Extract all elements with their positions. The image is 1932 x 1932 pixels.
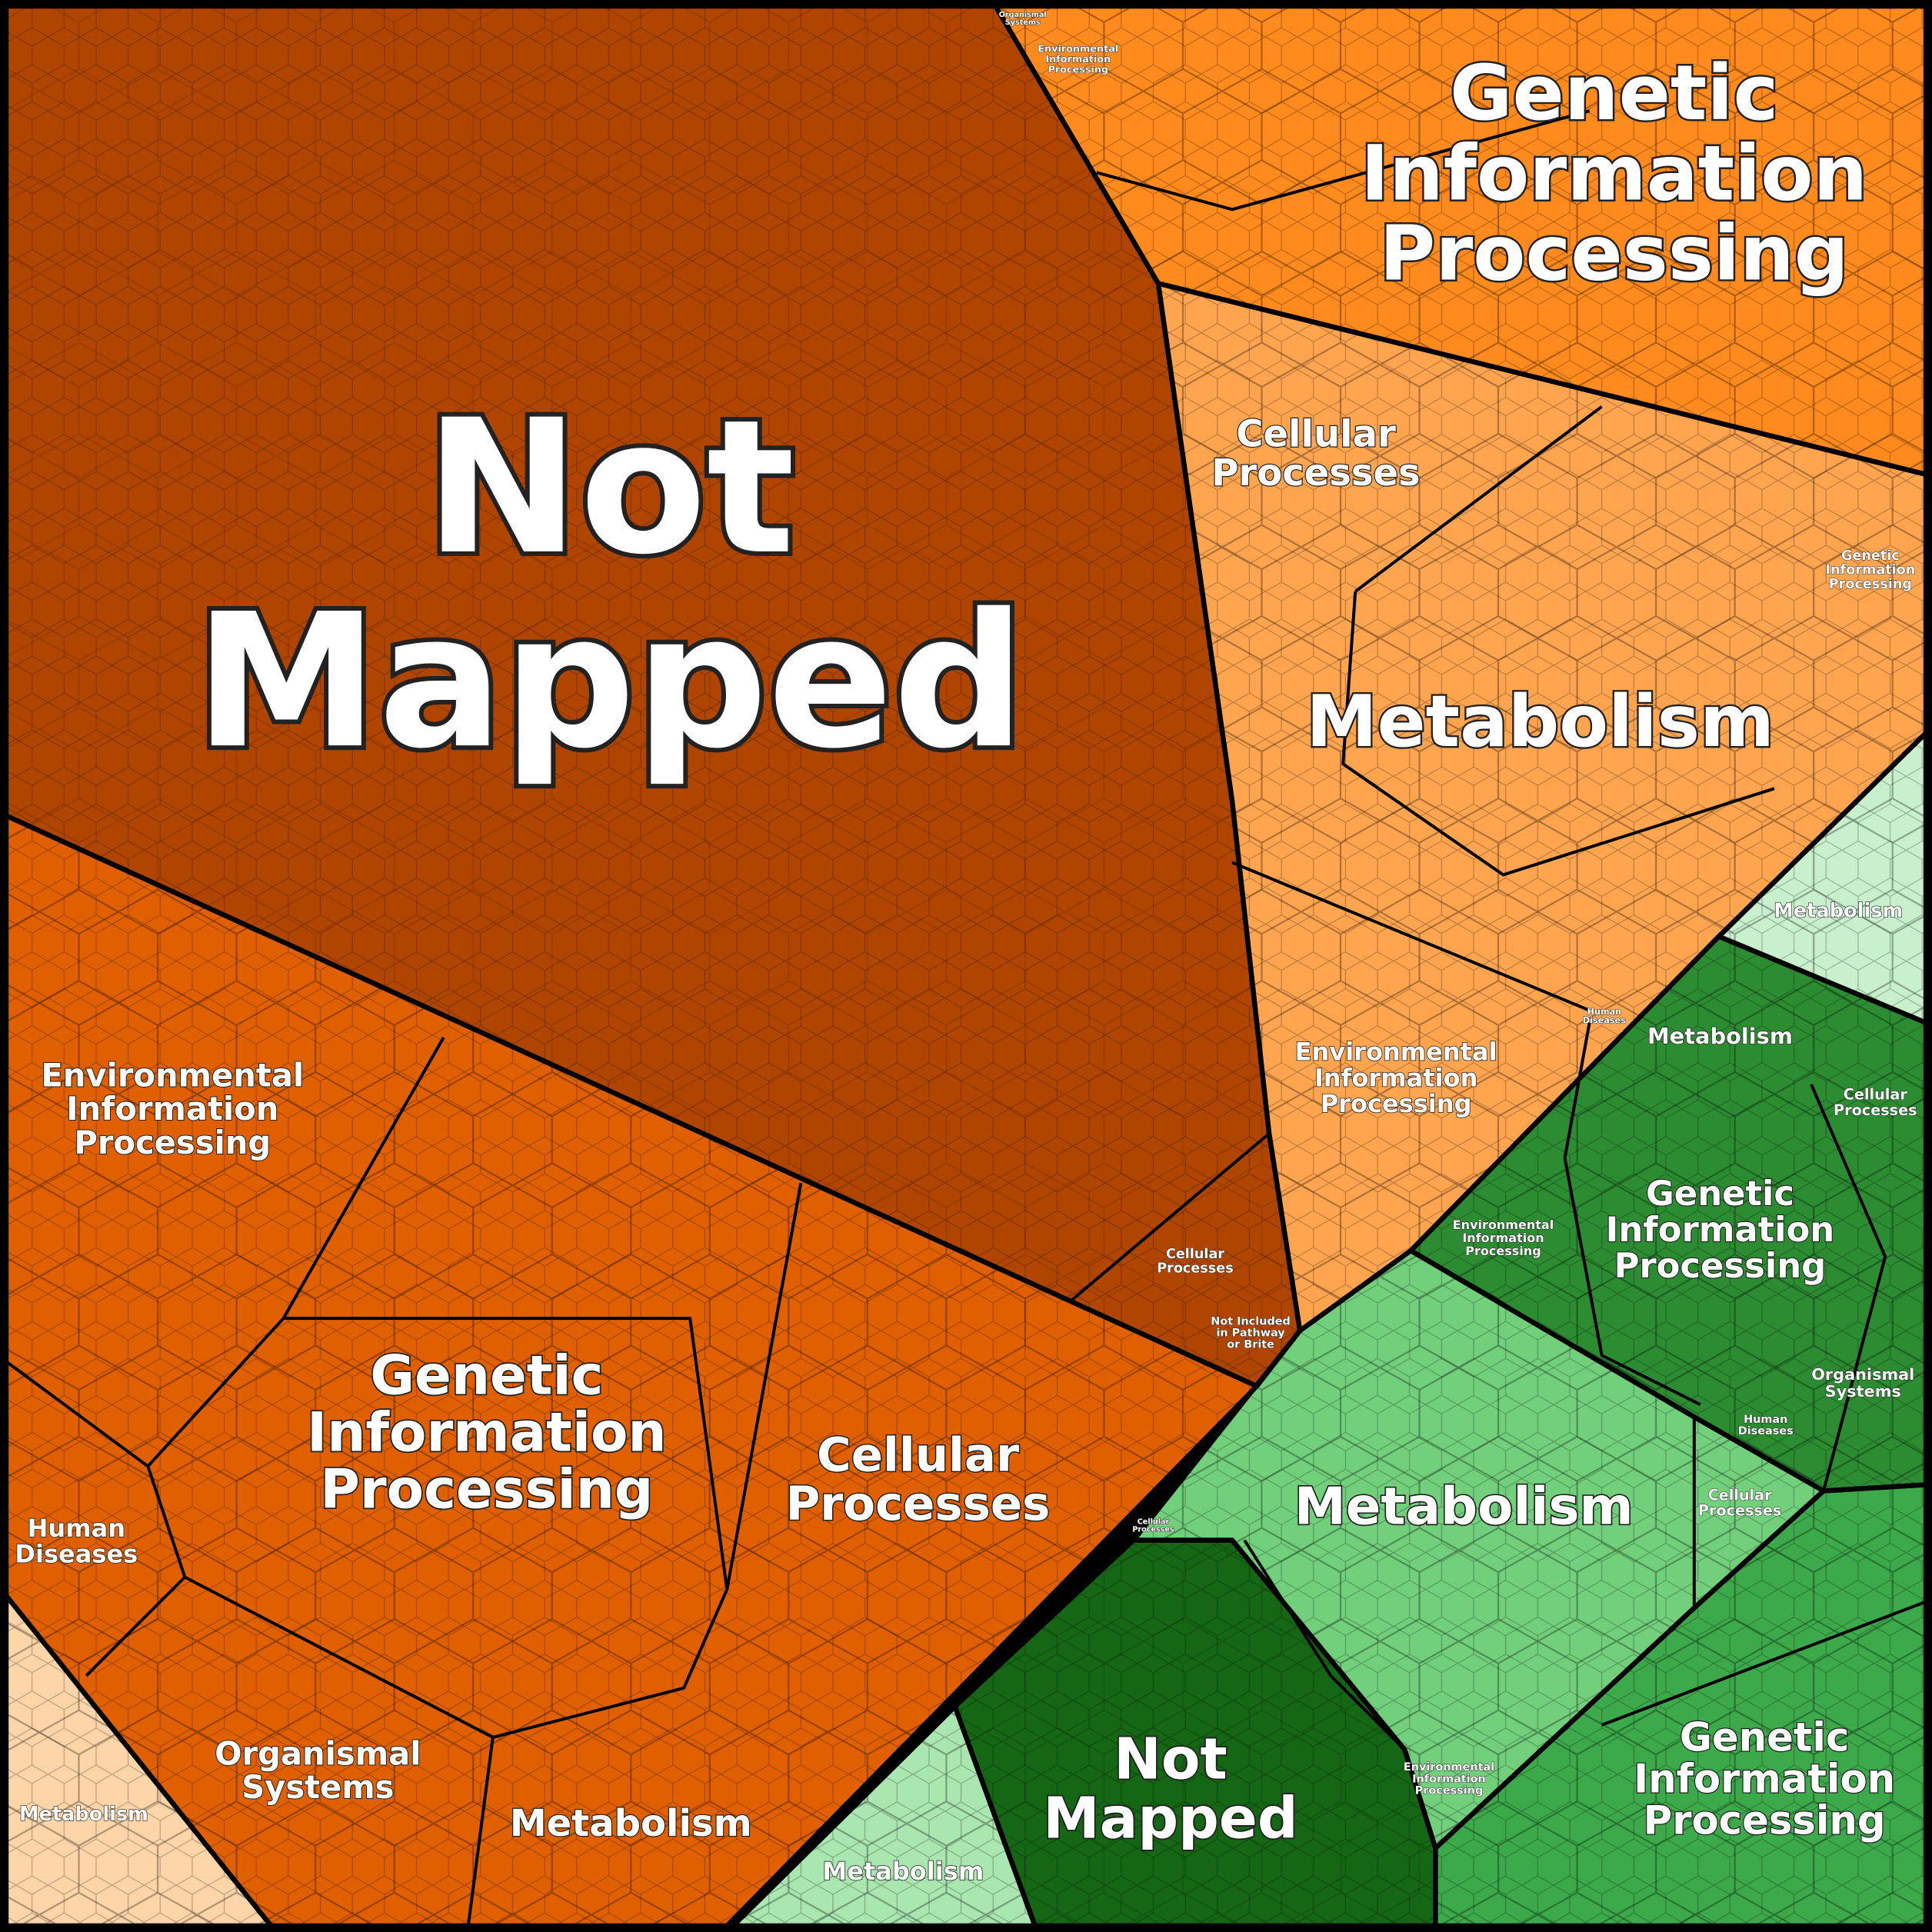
region-label: Cellular Processes <box>1157 1247 1233 1277</box>
inner-border <box>1354 405 1603 593</box>
inner-border <box>1096 109 1591 212</box>
region-label: Organismal Systems <box>1811 1365 1914 1401</box>
inner-border <box>1071 1132 1271 1301</box>
region-label: Metabolism <box>822 1857 984 1886</box>
region-subcells <box>995 6 1926 475</box>
region-subcells <box>954 1540 1436 1926</box>
region-label: Human Diseases <box>1738 1414 1794 1437</box>
region-label: Environmental Information Processing <box>41 1056 304 1161</box>
region-label: Cellular Processes <box>1211 413 1420 495</box>
region-label: Metabolism <box>510 1802 752 1845</box>
region-label: Environmental Information Processing <box>1404 1761 1494 1797</box>
region-label: Not Mapped <box>1043 1727 1297 1851</box>
region-label: Metabolism <box>1306 681 1774 764</box>
region-label: Cellular Processes <box>1132 1517 1174 1534</box>
inner-border <box>85 1576 186 1677</box>
region-label: Human Diseases <box>1583 1007 1626 1026</box>
inner-border <box>1601 1600 1927 1727</box>
region-subcells <box>1133 1251 1824 1849</box>
labels: Not Mapped Cellular Processes Not Included in… <box>15 11 1917 1887</box>
region-label: Genetic Information Processing <box>1606 1173 1835 1286</box>
region-label: Not Included in Pathway or Brite <box>1211 1315 1291 1351</box>
inner-border <box>1563 1022 1701 1407</box>
inner-border <box>1231 861 1591 1012</box>
region-label: Cellular Processes <box>1698 1486 1782 1519</box>
region-label: Metabolism <box>19 1803 148 1826</box>
region-label: Environmental Information Processing <box>1295 1038 1497 1118</box>
inner-border <box>1243 1539 1406 1751</box>
region-label: Organismal Systems <box>215 1734 421 1806</box>
region-subcells <box>1411 936 1926 1491</box>
region-label: Environmental Information Processing <box>1038 43 1118 75</box>
region-label: Genetic Information Processing <box>1361 49 1867 298</box>
region-label: Organismal Systems <box>999 11 1047 27</box>
region-subcells <box>6 6 1301 1387</box>
inner-border <box>466 1737 495 1927</box>
region-subcells <box>733 1706 1035 1926</box>
region-label: Cellular Processes <box>786 1427 1051 1531</box>
inner-border <box>281 1036 445 1320</box>
region-label: Environmental Information Processing <box>1453 1217 1554 1258</box>
region-label: Metabolism <box>1294 1476 1634 1536</box>
inner-border <box>725 1182 803 1590</box>
region-label: Human Diseases <box>15 1514 138 1569</box>
region-subcells <box>1718 733 1926 1023</box>
region-label: Genetic Information Processing <box>1634 1715 1895 1844</box>
inner-border <box>1341 591 1775 877</box>
region-label: Not Mapped <box>195 380 1025 789</box>
region-subcells <box>1435 1484 1926 1926</box>
region-label: Metabolism <box>1774 900 1903 923</box>
region-subcells <box>1158 283 1926 1331</box>
inner-border <box>1810 1084 1887 1491</box>
region-label: Metabolism <box>1647 1023 1793 1049</box>
region-label: Cellular Processes <box>1834 1085 1917 1118</box>
region-label: Genetic Information Processing <box>307 1344 667 1521</box>
region-label: Genetic Information Processing <box>1825 548 1915 592</box>
